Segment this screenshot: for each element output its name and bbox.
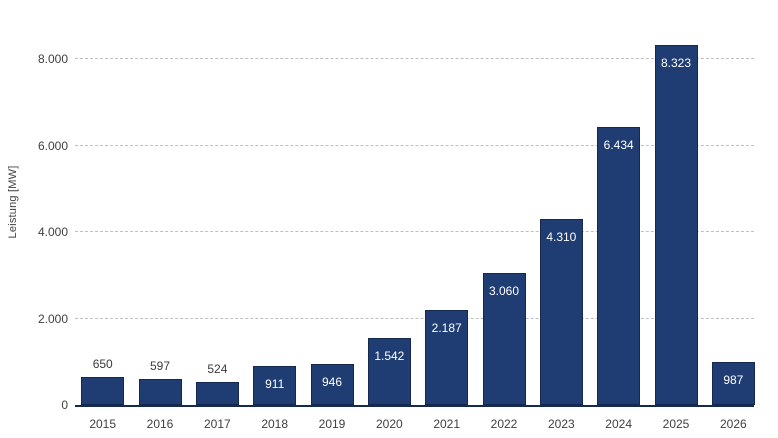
bar-2025: 8.323	[654, 45, 698, 405]
y-axis-title: Leistung [MW]	[7, 165, 19, 239]
x-tick-label-2024: 2024	[605, 417, 632, 431]
x-tick-label-2016: 2016	[146, 417, 174, 431]
y-tick-label: 4.000	[37, 225, 68, 240]
bar-2021: 2.187	[425, 310, 469, 405]
bar-value-label: 650	[92, 356, 113, 371]
x-tick-label-2021: 2021	[433, 417, 461, 431]
gridline-6.000	[75, 144, 754, 146]
plot-area: 650 597 524 911 946 1.542 2.187 3.060 4.310 6.434…	[75, 16, 755, 407]
bar-2023: 4.310	[539, 218, 583, 405]
bar-2016	[138, 379, 182, 405]
x-tick-label-2020: 2020	[375, 417, 403, 431]
x-tick-label-2025: 2025	[662, 417, 690, 431]
bar-value-label: 4.310	[546, 229, 577, 244]
y-tick-label: 2.000	[37, 311, 68, 326]
bar-2020: 1.542	[367, 338, 411, 405]
bar-2026: 987	[711, 362, 755, 405]
x-tick-label-2026: 2026	[719, 417, 747, 431]
bar-2015	[81, 376, 125, 405]
bar-value-label: 3.060	[488, 283, 520, 298]
x-tick-label-2019: 2019	[318, 417, 346, 431]
y-tick-label: 0	[61, 398, 68, 412]
bar-2019: 946	[310, 364, 354, 405]
bar-value-label: 946	[322, 375, 343, 390]
gridline-4.000	[75, 231, 754, 233]
gridline-2.000	[75, 317, 754, 319]
bar-value-label: 597	[150, 359, 171, 374]
x-tick-label-2017: 2017	[204, 417, 231, 431]
bar-value-label: 1.542	[374, 349, 405, 364]
y-tick-label: 8.000	[37, 52, 68, 67]
bar-value-label: 524	[207, 362, 228, 377]
x-tick-label-2023: 2023	[547, 417, 575, 431]
bar-value-label: 2.187	[431, 321, 462, 336]
x-tick-label-2022: 2022	[490, 417, 518, 431]
bar-value-label: 911	[265, 376, 285, 391]
bar-2024: 6.434	[597, 126, 641, 405]
bar-2022: 3.060	[482, 272, 526, 405]
bar-2018: 911	[253, 365, 297, 405]
bar-2017	[195, 382, 239, 405]
bar-value-label: 6.434	[603, 137, 634, 152]
y-tick-label: 6.000	[37, 138, 68, 153]
bar-value-label: 987	[723, 373, 744, 388]
x-tick-label-2015: 2015	[89, 417, 117, 431]
bar-value-label: 8.323	[660, 56, 692, 71]
gridline-8.000	[75, 58, 754, 60]
x-tick-label-2018: 2018	[261, 417, 289, 431]
